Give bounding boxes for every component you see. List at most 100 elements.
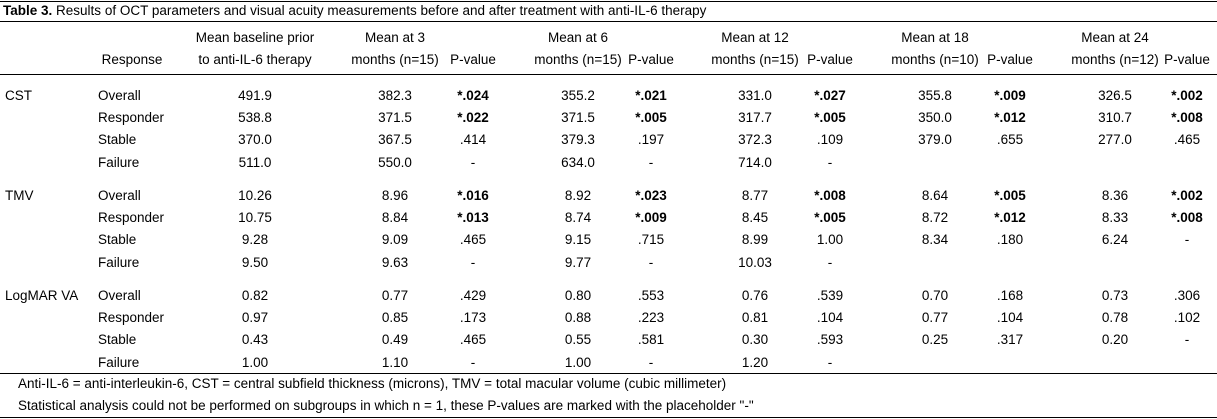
column-header: months (n=10) (891, 52, 979, 67)
cell: - (470, 254, 476, 270)
column-header: to anti-IL-6 therapy (198, 52, 312, 67)
cell: 0.25 (921, 332, 949, 348)
cell: .465 (459, 332, 487, 348)
header-rule (0, 74, 1217, 75)
cell: - (827, 354, 833, 370)
cell: 8.36 (1101, 188, 1129, 203)
column-header: months (n=15) (534, 52, 622, 67)
column-header: months (n=12) (1071, 52, 1159, 67)
cell: - (470, 354, 476, 370)
column-header: P-value (628, 52, 674, 67)
top-rule (0, 1, 1217, 2)
cell: 0.77 (381, 288, 409, 303)
cell: 10.26 (238, 188, 272, 203)
cell: .317 (996, 332, 1024, 348)
bottom-rule (0, 417, 1217, 418)
response-label: Responder (98, 110, 165, 126)
cell: 538.8 (238, 110, 272, 126)
cell: 9.09 (381, 232, 409, 248)
cell: 1.10 (381, 354, 409, 370)
cell: .539 (816, 288, 844, 303)
column-header: Response (101, 52, 163, 67)
column-header: Mean at 24 (1081, 30, 1149, 45)
cell: 634.0 (561, 154, 595, 170)
cell: *.008 (1171, 210, 1203, 226)
cell: 0.77 (921, 310, 949, 326)
cell: 10.03 (738, 254, 772, 270)
cell: *.009 (994, 88, 1026, 103)
cell: 8.96 (381, 188, 409, 203)
cell: 9.63 (381, 254, 409, 270)
cell: 6.24 (1101, 232, 1129, 248)
cell: 355.2 (561, 88, 595, 103)
cell: *.005 (994, 188, 1026, 203)
response-label: Failure (98, 154, 140, 170)
response-label: Responder (98, 310, 165, 326)
cell: *.021 (635, 88, 667, 103)
cell: .465 (459, 232, 487, 248)
response-label: Stable (98, 332, 137, 348)
cell: .173 (459, 310, 487, 326)
response-label: Overall (98, 188, 141, 203)
cell: 0.81 (741, 310, 769, 326)
cell: - (827, 254, 833, 270)
cell: .655 (996, 132, 1024, 148)
cell: 372.3 (738, 132, 772, 148)
cell: 550.0 (378, 154, 412, 170)
title-text: Results of OCT parameters and visual acu… (56, 3, 707, 18)
cell: 8.92 (564, 188, 592, 203)
cell: .553 (637, 288, 665, 303)
row-group-label: TMV (5, 188, 34, 203)
cell: - (827, 154, 833, 170)
cell: - (1184, 232, 1190, 248)
cell: .102 (1173, 310, 1201, 326)
cell: 0.97 (241, 310, 269, 326)
cell: *.002 (1171, 188, 1203, 203)
cell: 326.5 (1098, 88, 1132, 103)
column-header: P-value (807, 52, 853, 67)
cell: 9.77 (564, 254, 592, 270)
cell: 331.0 (738, 88, 772, 103)
cell: 317.7 (738, 110, 772, 126)
cell: 9.28 (241, 232, 269, 248)
cell: .104 (816, 310, 844, 326)
cell: 310.7 (1098, 110, 1132, 126)
cell: 8.34 (921, 232, 949, 248)
cell: .180 (996, 232, 1024, 248)
cell: *.013 (457, 210, 489, 226)
cell: - (648, 354, 654, 370)
cell: *.012 (994, 210, 1026, 226)
cell: .715 (637, 232, 665, 248)
cell: 491.9 (238, 88, 272, 103)
cell: 0.49 (381, 332, 409, 348)
cell: *.023 (635, 188, 667, 203)
cell: 8.45 (741, 210, 769, 226)
response-label: Responder (98, 210, 165, 226)
cell: 0.88 (564, 310, 592, 326)
cell: 0.20 (1101, 332, 1129, 348)
cell: 370.0 (238, 132, 272, 148)
cell: 1.00 (564, 354, 592, 370)
cell: *.022 (457, 110, 489, 126)
cell: - (470, 154, 476, 170)
cell: *.002 (1171, 88, 1203, 103)
cell: 0.73 (1101, 288, 1129, 303)
column-header: P-value (1164, 52, 1210, 67)
cell: .197 (637, 132, 665, 148)
column-header: Mean at 12 (721, 30, 789, 45)
cell: 714.0 (738, 154, 772, 170)
cell: 1.20 (741, 354, 769, 370)
row-group-label: LogMAR VA (5, 288, 79, 303)
cell: .168 (996, 288, 1024, 303)
column-header: months (n=15) (711, 52, 799, 67)
cell: .465 (1173, 132, 1201, 148)
cell: 8.33 (1101, 210, 1129, 226)
column-header: Mean at 6 (547, 30, 609, 45)
cell: 8.72 (921, 210, 949, 226)
cell: *.005 (814, 210, 846, 226)
response-label: Failure (98, 354, 140, 370)
cell: .104 (996, 310, 1024, 326)
cell: 0.82 (241, 288, 269, 303)
cell: *.005 (635, 110, 667, 126)
cell: .223 (637, 310, 665, 326)
